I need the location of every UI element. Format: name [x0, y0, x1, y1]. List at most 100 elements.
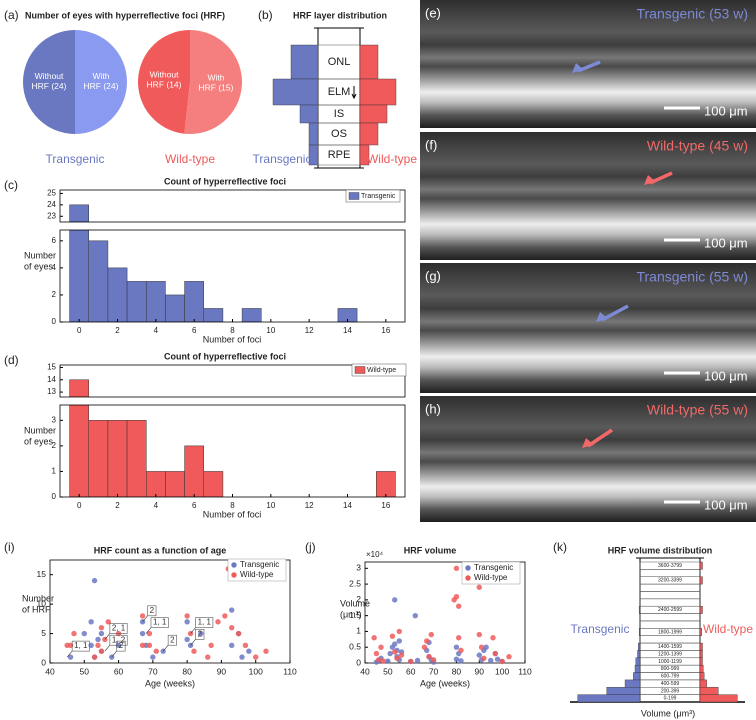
slice-label: Without HRF (14)	[147, 70, 182, 90]
bar	[638, 642, 641, 651]
y-tick-label: 14	[47, 375, 56, 384]
point	[478, 644, 485, 650]
y-tick-label: 1	[356, 626, 361, 636]
point	[481, 655, 487, 661]
x-label: Age (weeks)	[420, 678, 470, 688]
point	[139, 630, 146, 637]
y-tick-label: 0	[41, 657, 46, 667]
scale-bar-label: 100 μm	[704, 368, 748, 383]
x-tick-label: 90	[217, 666, 227, 676]
annotation-box	[109, 623, 128, 634]
legend-marker	[465, 565, 471, 571]
x-tick-label: 100	[249, 666, 263, 676]
point	[208, 642, 214, 649]
point	[184, 613, 190, 619]
point	[476, 584, 482, 590]
point	[191, 648, 197, 654]
bar	[699, 687, 719, 695]
x-tick-label: 50	[383, 666, 393, 676]
annotation: 1, 1	[198, 618, 212, 627]
x-tick-label: 60	[114, 666, 124, 676]
point	[394, 655, 400, 661]
point	[426, 653, 432, 660]
bar	[146, 471, 166, 497]
legend-label: Transgenic	[474, 563, 513, 572]
point	[205, 654, 211, 660]
bar	[359, 144, 370, 166]
annotation: 2	[119, 641, 124, 650]
chart-title: Count of hyperreflective foci	[164, 176, 286, 186]
point	[398, 652, 405, 658]
point	[371, 635, 377, 641]
axis-frame	[364, 561, 526, 664]
point	[222, 613, 228, 619]
point	[263, 648, 269, 654]
elm-arrow	[351, 86, 357, 100]
bar	[272, 78, 319, 106]
layer-label: 3200-3399	[658, 578, 682, 584]
bar	[635, 657, 641, 666]
point	[67, 654, 74, 660]
point	[246, 648, 252, 654]
layer-label: 1000-1199	[658, 659, 682, 665]
point	[239, 654, 245, 660]
pie-slice	[75, 30, 127, 134]
legend-marker	[231, 572, 237, 578]
y-label: Number of eyes	[24, 251, 56, 272]
panel-label: (a)	[4, 8, 19, 22]
legend-swatch	[348, 192, 360, 200]
image-label: Transgenic (53 w)	[636, 6, 748, 22]
point	[380, 658, 386, 664]
bar	[146, 281, 166, 322]
layer-row	[639, 620, 701, 629]
point	[453, 594, 460, 600]
legend-label: Wild-type	[474, 573, 508, 582]
x-tick-label: 60	[406, 666, 416, 676]
bar	[699, 679, 707, 688]
y-tick-label: 24	[47, 200, 56, 209]
axis-multiplier: ×10⁴	[366, 550, 384, 559]
x-tick-label: 2	[115, 501, 120, 510]
layer-row	[639, 591, 701, 600]
x-label: Number of foci	[203, 509, 262, 519]
point	[488, 657, 494, 664]
point	[490, 635, 496, 641]
legend-label: Transgenic	[361, 193, 396, 200]
layer-row	[639, 583, 701, 592]
y-tick-label: 3	[356, 563, 361, 573]
point	[499, 658, 505, 665]
group-name: Transgenic	[571, 622, 630, 636]
annotation: 1, 2	[112, 635, 126, 644]
axis-frame	[49, 559, 291, 664]
point	[458, 647, 464, 654]
y-tick-label: 3	[52, 415, 57, 424]
x-tick-label: 110	[518, 666, 532, 676]
chart-title: HRF volume distribution	[608, 545, 713, 555]
group-name: Wild-type	[165, 152, 215, 166]
layer-label: 200-399	[661, 688, 680, 694]
scale-bar-label: 100 μm	[704, 235, 748, 250]
annotation-box	[109, 634, 128, 646]
bar	[88, 420, 109, 497]
annotation-leader	[145, 627, 152, 634]
bar	[359, 44, 379, 80]
bar	[699, 650, 703, 658]
image-panel-label: (h)	[425, 401, 441, 416]
bar	[241, 308, 262, 322]
annotation-leader	[111, 650, 117, 658]
layer-label: RPE	[328, 149, 351, 161]
x-tick-label: 110	[283, 666, 297, 676]
layer-label: 2400-2599	[658, 607, 682, 613]
layer-label: 600-799	[661, 674, 680, 680]
bar	[203, 471, 224, 497]
layer-label: 1200-1399	[658, 651, 682, 657]
oct-image	[420, 263, 756, 393]
panel-label: (b)	[258, 8, 273, 22]
bar	[184, 445, 204, 497]
point	[253, 654, 259, 660]
bar	[308, 122, 319, 146]
bar-upper	[69, 204, 90, 222]
chart-title: HRF layer distribution	[293, 10, 387, 20]
bar	[699, 606, 703, 614]
y-tick-label: 2.5	[349, 578, 361, 588]
